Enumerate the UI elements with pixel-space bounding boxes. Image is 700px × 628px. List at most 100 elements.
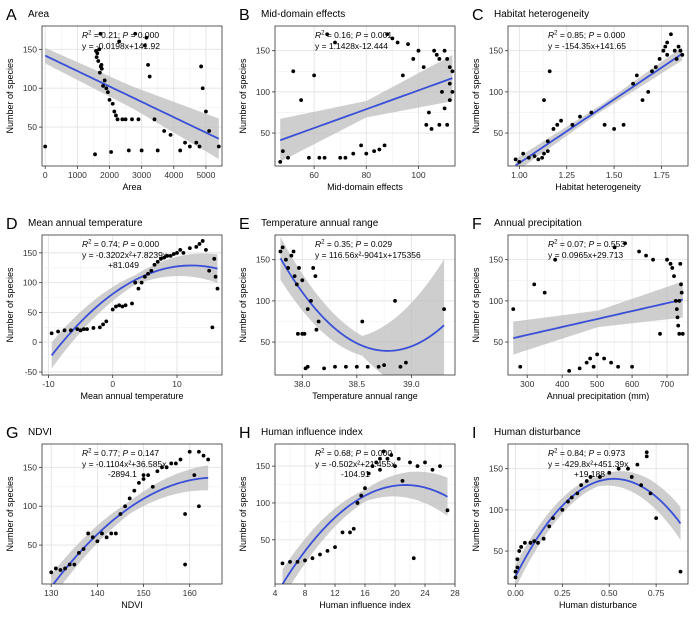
data-point — [201, 453, 206, 458]
panel-letter: A — [6, 7, 17, 24]
data-point — [183, 562, 187, 567]
fit-equation: y = -154.35x+141.65 — [548, 41, 626, 51]
panel-title: Human disturbance — [494, 427, 581, 438]
panel-f: 300 400 500 600 700 50 100 150 Annual precipitat… — [471, 216, 689, 401]
data-point — [114, 304, 118, 309]
data-point — [67, 562, 72, 567]
panel-border — [41, 25, 223, 167]
plot-area — [508, 444, 688, 584]
data-point — [673, 298, 678, 303]
data-point — [545, 139, 550, 144]
data-point — [351, 526, 356, 531]
data-point — [141, 473, 146, 478]
data-point — [669, 32, 673, 37]
y-tick-label: -50 — [25, 367, 38, 377]
data-point — [560, 507, 565, 512]
fit-equation: y = -0.3202x²+7.8239x — [82, 250, 168, 260]
data-point — [204, 247, 208, 252]
data-point — [91, 326, 96, 330]
stats-fragment: P — [122, 30, 128, 40]
data-point — [635, 462, 640, 467]
data-point — [120, 117, 125, 122]
data-point — [62, 328, 67, 333]
data-point — [204, 109, 208, 114]
panel-b: 60 80 100 50 100 150 Mid-domain effects Number … — [238, 7, 456, 192]
stats-fragment: ; — [118, 448, 123, 458]
r2-p-value: R2 = 0.21; P = 0.000 — [82, 30, 159, 40]
y-tick-label: 100 — [256, 498, 270, 508]
panel-c: 1.00 1.25 1.50 1.75 50 100 150 Habitat heteroge… — [471, 7, 689, 192]
stats-fragment: R — [82, 448, 88, 458]
stats-fragment: P — [122, 239, 128, 249]
data-point — [117, 39, 122, 44]
plot-content — [43, 31, 221, 160]
data-point — [607, 470, 612, 475]
stats-fragment: = — [128, 448, 138, 458]
data-point — [152, 262, 157, 267]
x-tick-label: 2000 — [100, 170, 119, 180]
data-point — [130, 301, 134, 306]
y-tick-label: 100 — [23, 278, 37, 288]
data-point — [152, 117, 157, 122]
r2-p-value: R2 = 0.84; P = 0.973 — [548, 448, 625, 458]
panel-border — [41, 234, 223, 376]
panel-e: 38.0 38.5 39.0 50 100 150 Temperature annual r… — [238, 216, 456, 401]
data-point — [651, 257, 655, 262]
stats-fragment: = — [557, 448, 567, 458]
y-tick-label: 50 — [261, 128, 271, 138]
data-point — [107, 97, 112, 102]
data-point — [333, 364, 337, 369]
data-point — [213, 274, 218, 279]
x-tick-label: 300 — [520, 379, 534, 389]
data-point — [142, 274, 147, 279]
data-point — [679, 282, 683, 287]
panel-letter: B — [239, 7, 250, 24]
data-point — [291, 69, 296, 74]
x-axis-label: Habitat heterogeneity — [555, 182, 641, 192]
r2-p-value: R2 = 0.74; P = 0.000 — [82, 239, 159, 249]
data-point — [616, 466, 621, 471]
data-point — [515, 557, 520, 562]
data-point — [206, 457, 211, 462]
data-point — [109, 531, 114, 536]
x-tick-label: 700 — [660, 379, 674, 389]
data-point — [123, 303, 128, 308]
data-point — [63, 566, 67, 571]
data-point — [210, 325, 215, 330]
data-point — [680, 331, 685, 336]
data-point — [677, 298, 682, 303]
x-tick-label: 0.75 — [648, 588, 665, 598]
data-point — [438, 464, 442, 469]
x-tick-label: 1.25 — [558, 170, 575, 180]
data-point — [197, 144, 202, 149]
data-point — [178, 457, 183, 462]
y-axis-label: Number of species — [238, 58, 248, 134]
stats-fragment: R — [548, 448, 554, 458]
data-point — [411, 57, 416, 61]
stats-fragment: 0.07 — [567, 239, 584, 249]
r2-p-value: R2 = 0.85; P = 0.000 — [548, 30, 625, 40]
data-point — [517, 549, 522, 553]
data-point — [317, 155, 322, 160]
data-point — [423, 460, 427, 465]
data-point — [646, 89, 651, 94]
panel-border — [41, 443, 223, 585]
data-point — [75, 327, 80, 332]
data-point — [680, 52, 685, 57]
data-point — [164, 465, 169, 470]
x-tick-label: 24 — [420, 588, 430, 598]
stats-fragment: 0.000 — [371, 448, 393, 458]
data-point — [631, 81, 635, 86]
data-point — [532, 539, 537, 544]
data-point — [302, 331, 307, 336]
data-point — [173, 461, 178, 466]
data-point — [171, 252, 176, 256]
x-axis-label: Human influence index — [319, 600, 411, 610]
data-point — [434, 52, 439, 57]
data-point — [299, 98, 303, 103]
data-point — [325, 548, 330, 553]
data-point — [374, 460, 379, 465]
data-point — [305, 307, 310, 312]
